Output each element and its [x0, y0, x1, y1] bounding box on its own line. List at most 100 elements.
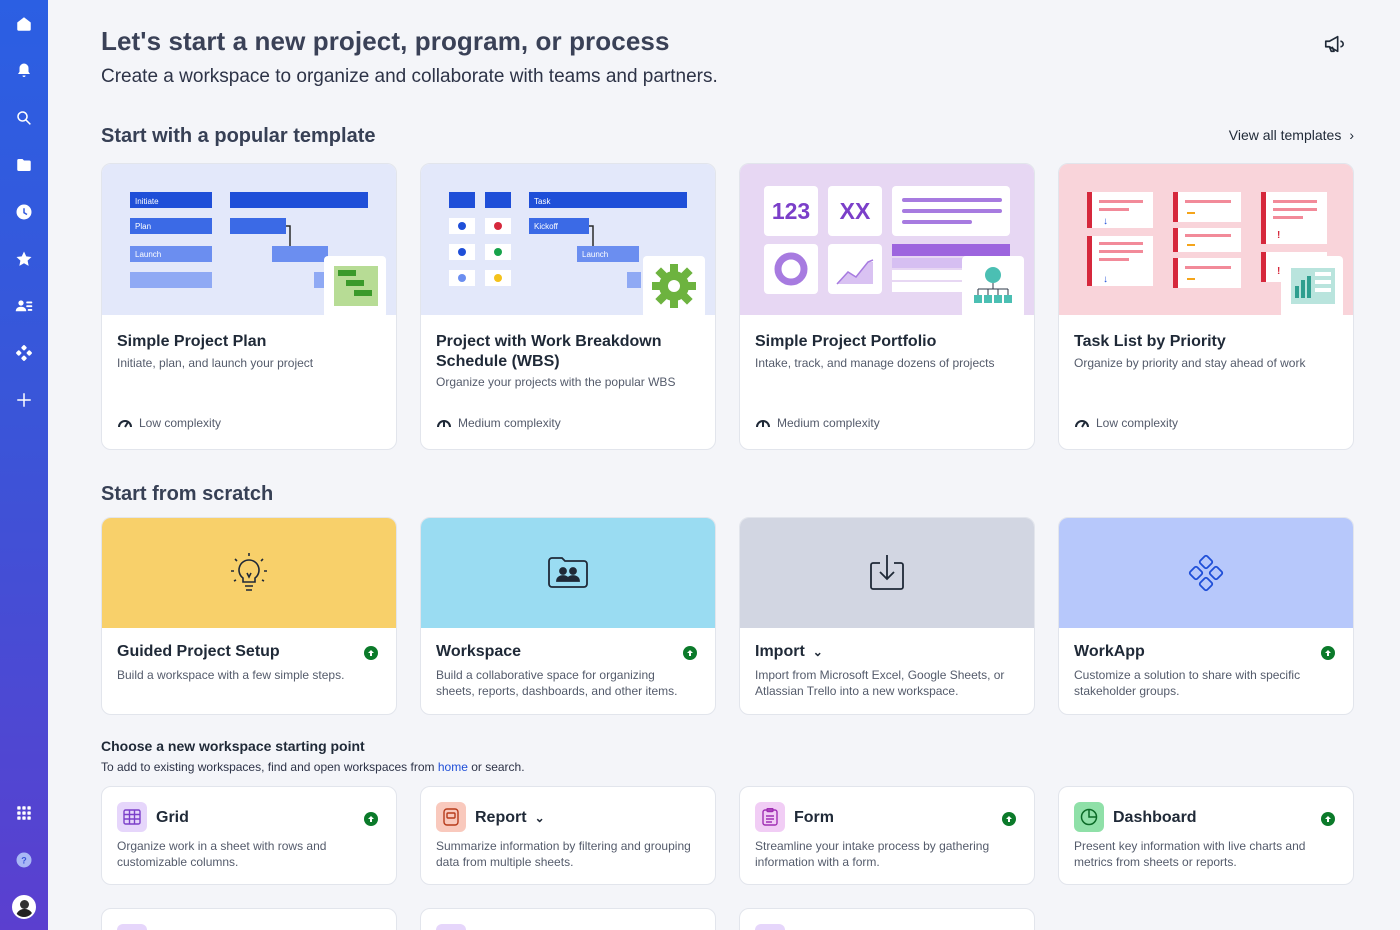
- chevron-right-icon: ›: [1349, 127, 1354, 143]
- partial-card[interactable]: [101, 908, 397, 930]
- help-icon[interactable]: ?: [0, 836, 48, 883]
- download-tray-icon: [870, 555, 904, 590]
- workapp-icon: [1188, 554, 1224, 592]
- view-all-label: View all templates: [1228, 127, 1342, 143]
- grid-card[interactable]: Grid Organize work in a sheet with rows …: [101, 786, 397, 885]
- card-title: Form: [794, 809, 834, 826]
- card-description: Organize by priority and stay ahead of w…: [1074, 356, 1306, 370]
- template-card-task-list[interactable]: ↓ ↓: [1058, 163, 1354, 450]
- template-card-wbs[interactable]: Task Kickoff Launch Proje: [420, 163, 716, 450]
- arrow-up-icon: [364, 646, 378, 660]
- card-title: Grid: [156, 809, 189, 826]
- gauge-icon: [118, 420, 132, 428]
- megaphone-icon[interactable]: [1323, 33, 1345, 55]
- svg-text:!: !: [1277, 266, 1280, 277]
- gantt-thumbnail: Initiate Plan Launch: [102, 164, 396, 315]
- svg-text:?: ?: [21, 855, 27, 865]
- star-icon[interactable]: [0, 235, 48, 282]
- arrow-up-icon: [1321, 646, 1335, 660]
- card-description: Build a collaborative space for organizi…: [436, 668, 678, 698]
- card-title: Task List by Priority: [1074, 333, 1226, 350]
- lightbulb-banner: [102, 518, 396, 628]
- svg-text:↓: ↓: [1103, 216, 1108, 227]
- svg-text:Launch: Launch: [582, 250, 608, 259]
- report-card[interactable]: Report ⌄ Summarize information by filter…: [420, 786, 716, 885]
- template-card-simple-project-plan[interactable]: Initiate Plan Launch Simple Project Plan…: [101, 163, 397, 450]
- card-title: Project with Work Breakdown Schedule (WB…: [436, 333, 662, 370]
- workspace-folder-icon: [548, 557, 588, 588]
- card-description: Import from Microsoft Excel, Google Shee…: [755, 668, 1005, 698]
- complexity-label: Medium complexity: [458, 416, 561, 430]
- svg-text:Kickoff: Kickoff: [534, 222, 559, 231]
- scratch-heading: Start from scratch: [101, 483, 274, 505]
- left-sidebar: ?: [0, 0, 48, 930]
- card-title: Workspace: [436, 643, 522, 660]
- svg-text:XX: XX: [840, 198, 871, 224]
- workspace-card[interactable]: Workspace Build a collaborative space fo…: [420, 517, 716, 715]
- partial-card[interactable]: [739, 908, 1035, 930]
- wbs-thumbnail: Task Kickoff Launch: [421, 164, 715, 315]
- card-title: Report ⌄: [475, 809, 545, 827]
- complexity-label: Low complexity: [139, 416, 222, 430]
- form-card[interactable]: Form Streamline your intake process by g…: [739, 786, 1035, 885]
- templates-heading: Start with a popular template: [101, 125, 376, 147]
- arrow-up-icon: [1002, 812, 1016, 826]
- template-card-portfolio[interactable]: 123 XX: [739, 163, 1035, 450]
- card-title: Dashboard: [1113, 809, 1197, 826]
- svg-text:!: !: [1277, 230, 1280, 241]
- card-description: Streamline your intake process by gather…: [755, 839, 990, 869]
- grid-icon: [117, 802, 147, 832]
- starting-point-row: Grid Organize work in a sheet with rows …: [101, 786, 1354, 885]
- avatar: [12, 894, 36, 919]
- partial-card[interactable]: [420, 908, 716, 930]
- complexity-indicator: Low complexity: [117, 416, 221, 430]
- workapp-card[interactable]: WorkApp Customize a solution to share wi…: [1058, 517, 1354, 715]
- workspace-banner: [421, 518, 715, 628]
- view-all-templates-link[interactable]: View all templates ›: [1229, 127, 1354, 143]
- guided-project-setup-card[interactable]: Guided Project Setup Build a workspace w…: [101, 517, 397, 715]
- folder-icon[interactable]: [0, 141, 48, 188]
- card-description: Intake, track, and manage dozens of proj…: [755, 356, 995, 370]
- bell-icon[interactable]: [0, 47, 48, 94]
- svg-text:Initiate: Initiate: [135, 197, 159, 206]
- search-icon[interactable]: [0, 94, 48, 141]
- avatar-button[interactable]: [0, 883, 48, 930]
- home-link[interactable]: home: [437, 760, 468, 774]
- arrow-up-icon: [683, 646, 697, 660]
- page-subtitle: Create a workspace to organize and colla…: [101, 66, 718, 87]
- apps-grid-icon[interactable]: [0, 789, 48, 836]
- card-title: Import ⌄: [755, 643, 823, 661]
- workapp-banner: [1059, 518, 1353, 628]
- complexity-indicator: Low complexity: [1074, 416, 1178, 430]
- contacts-icon[interactable]: [0, 282, 48, 329]
- solutions-icon[interactable]: [0, 329, 48, 376]
- template-cards-row: Initiate Plan Launch Simple Project Plan…: [101, 163, 1354, 450]
- card-title: Simple Project Plan: [117, 333, 267, 350]
- card-icon: [755, 924, 785, 930]
- starting-point-subtext: To add to existing workspaces, find and …: [101, 760, 525, 774]
- import-label: Import: [755, 643, 805, 660]
- import-banner: [740, 518, 1034, 628]
- arrow-up-icon: [364, 812, 378, 826]
- gauge-icon: [756, 420, 770, 428]
- card-description: Organize work in a sheet with rows and c…: [117, 839, 327, 869]
- import-card[interactable]: Import ⌄ Import from Microsoft Excel, Go…: [739, 517, 1035, 715]
- chevron-down-icon[interactable]: ⌄: [534, 811, 545, 825]
- dashboard-card[interactable]: Dashboard Present key information with l…: [1058, 786, 1354, 885]
- sidebar-bottom: ?: [0, 789, 48, 930]
- plus-icon[interactable]: [0, 376, 48, 423]
- card-description: Summarize information by filtering and g…: [436, 839, 691, 869]
- more-cards-row: [101, 908, 1035, 930]
- portfolio-thumbnail: 123 XX: [740, 164, 1034, 315]
- card-description: Build a workspace with a few simple step…: [117, 668, 345, 682]
- card-title: Simple Project Portfolio: [755, 333, 937, 350]
- gauge-icon: [437, 420, 451, 428]
- page-title: Let's start a new project, program, or p…: [101, 26, 670, 56]
- clock-icon[interactable]: [0, 188, 48, 235]
- complexity-indicator: Medium complexity: [436, 416, 561, 430]
- home-icon[interactable]: [0, 0, 48, 47]
- svg-text:Plan: Plan: [135, 222, 151, 231]
- form-icon: [755, 802, 785, 832]
- chevron-down-icon[interactable]: ⌄: [812, 645, 823, 659]
- card-description: Organize your projects with the popular …: [436, 375, 676, 389]
